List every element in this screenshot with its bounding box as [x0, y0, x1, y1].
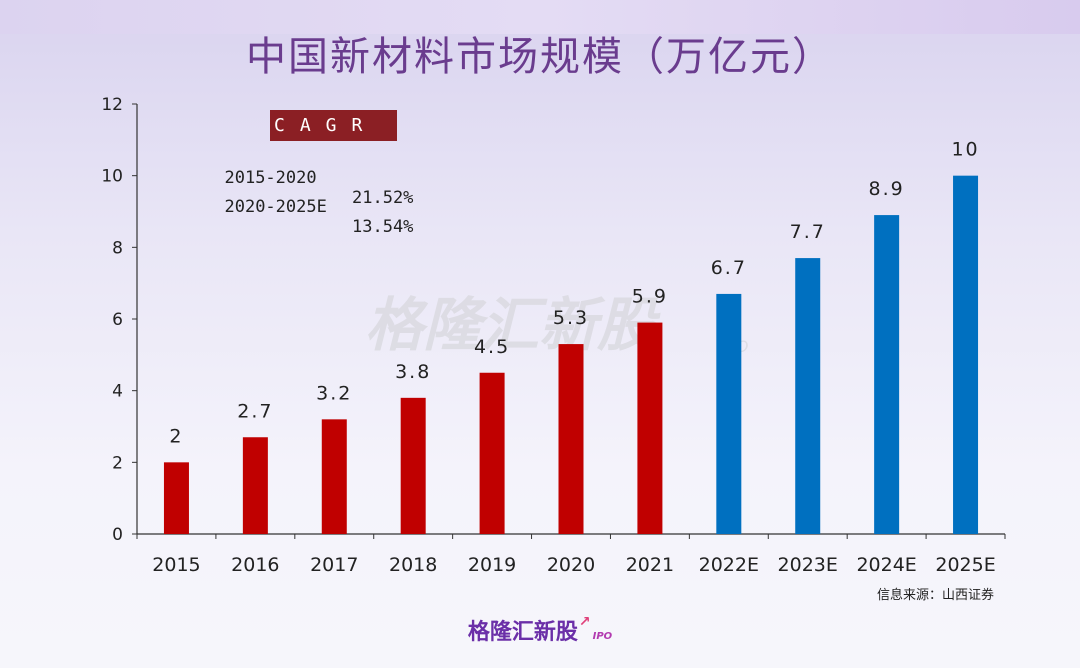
- data-label-2019: 4.5: [474, 336, 510, 358]
- x-tick-label-2023E: 2023E: [778, 554, 838, 576]
- y-tick-label: 6: [112, 310, 123, 330]
- footer-logo: 格隆汇新股↗IPO: [0, 614, 1080, 646]
- data-label-2017: 3.2: [316, 382, 352, 404]
- y-tick-label: 4: [112, 382, 123, 402]
- x-tick-label-2022E: 2022E: [699, 554, 759, 576]
- x-tick-label-2025E: 2025E: [935, 554, 995, 576]
- bar-2021: [637, 322, 663, 534]
- cagr-period-2: 2020-2025E: [224, 197, 327, 217]
- x-tick-label-2020: 2020: [547, 554, 595, 576]
- data-label-2021: 5.9: [632, 286, 668, 308]
- cagr-period-1: 2015-2020: [224, 168, 317, 188]
- cagr-row-2: 2020-2025E 13.54%: [204, 177, 413, 237]
- watermark: 格隆汇新股: [365, 291, 661, 359]
- data-label-2018: 3.8: [395, 361, 431, 383]
- x-tick-label-2021: 2021: [626, 554, 674, 576]
- data-label-2023E: 7.7: [790, 221, 826, 243]
- x-tick-label-2019: 2019: [468, 554, 516, 576]
- trend-arrow-icon: ↗: [578, 614, 591, 630]
- data-label-2025E: 10: [951, 139, 979, 161]
- data-label-2022E: 6.7: [711, 257, 747, 279]
- bar-2020: [558, 344, 584, 534]
- data-label-2020: 5.3: [553, 307, 589, 329]
- data-label-2015: 2: [169, 425, 183, 447]
- x-tick-label-2015: 2015: [152, 554, 200, 576]
- cagr-header: CAGR: [270, 110, 397, 141]
- x-tick-label-2016: 2016: [231, 554, 279, 576]
- x-tick-label-2018: 2018: [389, 554, 437, 576]
- x-tick-label-2024E: 2024E: [856, 554, 916, 576]
- y-tick-label: 10: [101, 167, 123, 187]
- footer-logo-sub: IPO: [592, 631, 613, 642]
- y-tick-label: 12: [101, 95, 123, 115]
- chart-title: 中国新材料市场规模（万亿元）: [246, 34, 834, 80]
- y-tick-label: 0: [112, 525, 123, 545]
- source-note: 信息来源：山西证券: [876, 588, 994, 603]
- bar-2025E: [953, 175, 979, 534]
- bar-2024E: [874, 215, 900, 535]
- bar-2023E: [795, 258, 821, 534]
- header-band: [0, 0, 1080, 34]
- bar-2017: [321, 419, 347, 534]
- y-tick-label: 8: [112, 238, 123, 258]
- bar-2019: [479, 372, 505, 534]
- x-tick-label-2017: 2017: [310, 554, 358, 576]
- y-tick-label: 2: [112, 453, 123, 473]
- bar-2022E: [716, 293, 742, 534]
- bar-2015: [163, 462, 189, 534]
- bar-2018: [400, 397, 426, 534]
- cagr-rate-1: 21.52%: [352, 188, 414, 208]
- data-label-2016: 2.7: [237, 400, 273, 422]
- data-label-2024E: 8.9: [869, 178, 905, 200]
- bar-2016: [242, 437, 268, 534]
- cagr-rate-2: 13.54%: [352, 217, 414, 237]
- cagr-row-1: 2015-2020 21.52%: [204, 148, 413, 208]
- footer-logo-text: 格隆汇新股: [467, 620, 578, 645]
